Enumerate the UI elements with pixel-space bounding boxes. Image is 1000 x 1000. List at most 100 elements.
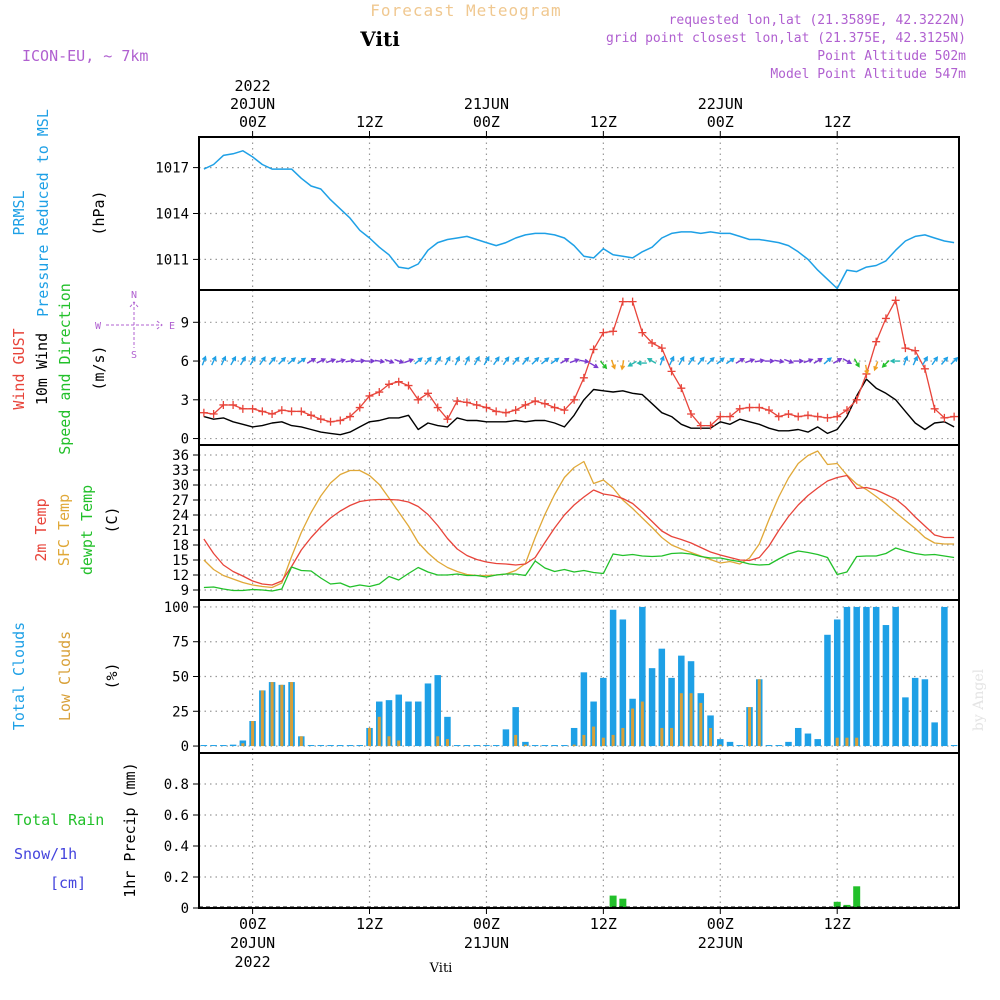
gust-marker [599,328,608,337]
total-cloud-bar [570,727,578,747]
y-tick-label: 0.8 [164,777,189,793]
precip-label-cm: [cm] [50,874,86,892]
wind-direction-arrow [589,362,599,369]
gust-marker [287,407,296,416]
gust-marker [677,384,686,393]
gust-marker [540,399,549,408]
low-cloud-bar [640,701,644,747]
gust-marker [687,410,696,418]
total-cloud-bar [229,744,237,747]
gust-marker [414,395,423,404]
wind-direction-arrow [287,357,297,365]
low-cloud-bar [660,727,664,747]
wind-direction-arrow [560,358,570,364]
gust-marker [638,328,647,337]
low-cloud-bar [835,737,839,747]
top-time-label: 2022 [235,77,271,95]
y-tick-label: 24 [172,508,189,524]
wind-direction-arrow [239,355,246,366]
wind-direction-arrow [745,358,756,364]
total-cloud-bar [473,745,480,747]
wind-direction-arrow [725,357,735,365]
low-cloud-bar [611,734,615,747]
gust-marker [706,421,715,430]
low-cloud-bar [709,727,713,747]
temp-unit: (C) [103,506,121,533]
bottom-time-label: 21JUN [464,934,509,952]
gust-marker [920,364,929,373]
low-cloud-bar [670,727,674,747]
wind-direction-arrow [784,358,795,364]
low-cloud-bar [523,744,527,747]
low-cloud-bar [582,734,586,747]
total-cloud-bar [794,727,802,747]
gust-marker [307,411,316,420]
low-cloud-bar [290,682,294,747]
total-cloud-bar [892,606,899,747]
total-cloud-bar [619,619,627,747]
gust-marker [901,344,910,353]
gust-marker [716,412,725,421]
compass-east: E [169,321,175,332]
gust-marker [199,408,208,417]
top-time-label: 12Z [356,113,383,131]
gust-marker [209,410,218,418]
gust-marker [872,337,881,346]
wind-direction-arrow [512,356,520,365]
wind-direction-arrow [659,355,665,366]
wind-direction-arrow [521,356,530,365]
total-cloud-bar [668,677,675,747]
y-tick-label: 0.4 [164,839,189,855]
total-cloud-bar [541,745,549,747]
wind-direction-arrow [873,361,879,372]
bottom-time-label: 12Z [590,915,617,933]
total-cloud-bar [882,625,890,747]
low-cloud-bar [368,727,372,747]
wind-direction-arrow [687,356,695,366]
low-cloud-bar [699,702,703,747]
total-cloud-bar [483,745,490,747]
total-cloud-bar [726,741,734,747]
low-cloud-bar [621,727,625,747]
gust-marker [842,406,851,415]
wind-direction-arrow [502,356,510,366]
wind-direction-arrow [881,359,890,368]
gust-marker [667,367,676,376]
gust-marker [852,395,861,404]
gust-marker [346,412,355,421]
wind-direction-arrow [394,358,405,364]
compass-arms [106,301,163,348]
low-cloud-bar [241,743,245,747]
wind-direction-arrow [599,360,608,370]
compass-rose: N W E S [95,290,175,361]
gust-marker [453,397,462,406]
total-cloud-bar [941,606,948,747]
gust-marker [784,410,793,418]
y-tick-label: 15 [172,553,189,569]
model-point-altitude: Model Point Altitude 547m [770,67,966,82]
gust-marker [521,400,530,409]
gust-marker [657,344,666,353]
total-cloud-bar [872,606,880,747]
footer-location: Viti [429,961,453,976]
wind-direction-arrow [735,358,745,364]
wind-direction-arrow [697,356,705,365]
bottom-time-label: 12Z [824,915,851,933]
total-cloud-bar [307,745,315,747]
y-tick-label: 0.6 [164,808,189,824]
total-cloud-bar [337,745,344,747]
y-tick-label: 3 [181,393,189,409]
gust-marker [492,407,501,416]
low-cloud-bar [845,737,849,747]
wind-direction-arrow [627,360,637,367]
wind-direction-arrow [259,356,266,366]
low-cloud-bar [757,679,761,747]
wind-direction-arrow [832,358,843,364]
y-tick-label: 30 [172,478,189,494]
wind-direction-arrow [434,356,442,366]
wind-direction-arrow [912,355,919,366]
low-cloud-bar [514,734,518,747]
wind-unit: (m/s) [90,345,108,390]
total-cloud-bar [814,739,821,747]
precip-label-rain: Total Rain [14,811,104,829]
